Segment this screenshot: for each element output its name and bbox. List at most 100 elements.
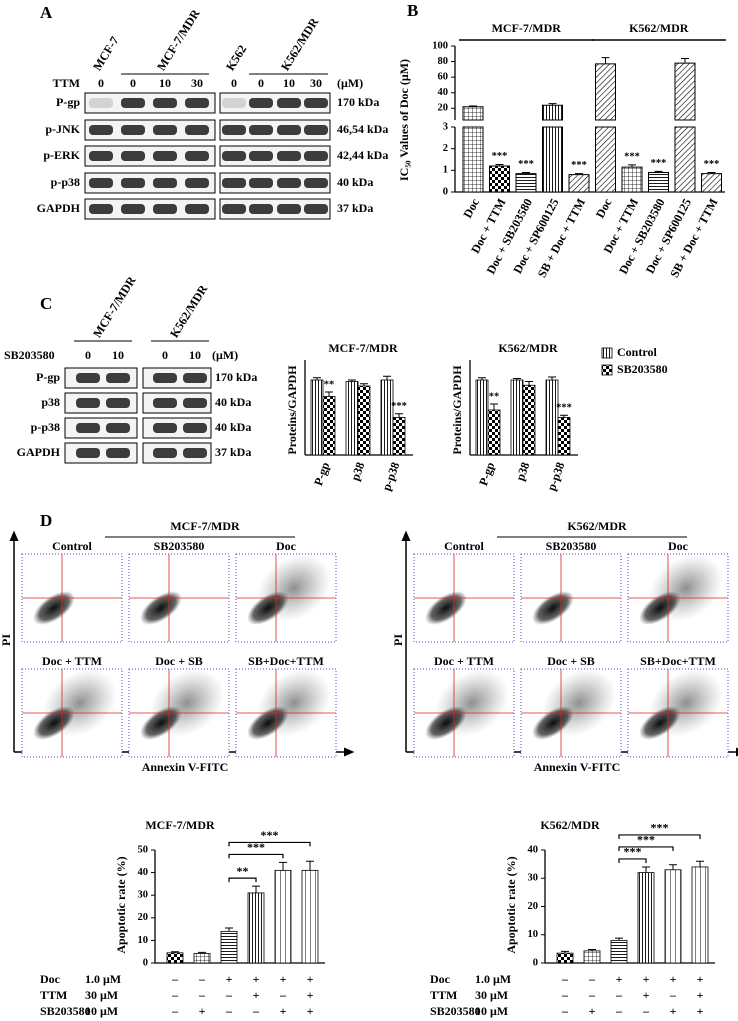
protein-label: p-p38: [51, 175, 80, 189]
error-bar: [588, 948, 596, 951]
error-bar: [560, 414, 568, 418]
condition-sign: +: [697, 972, 704, 986]
y-tick-label: 40: [138, 867, 149, 878]
error-bar: [654, 170, 663, 173]
error-bar: [696, 860, 704, 867]
dose-label: 30: [310, 76, 322, 90]
x-tick-label: Doc: [593, 196, 615, 221]
blot-band: [76, 448, 100, 458]
blot-band: [106, 448, 130, 458]
y-tick-label: 50: [138, 844, 149, 855]
bar: [487, 409, 501, 456]
condition-label: Doc + SB: [155, 654, 203, 668]
cell-line-label: K562/MDR: [167, 282, 210, 340]
bar: [568, 174, 590, 193]
condition-sign: +: [643, 988, 650, 1002]
condition-sign: –: [561, 1004, 569, 1018]
significance-label: ***: [391, 401, 407, 412]
blot-band: [106, 373, 130, 383]
condition-label: SB+Doc+TTM: [248, 654, 324, 668]
condition-sign: +: [280, 972, 287, 986]
y-tick-label: 80: [438, 56, 449, 67]
error-bar: [707, 172, 716, 174]
blot-band: [277, 151, 301, 161]
y-tick-label: 10: [138, 935, 149, 946]
panel-label: D: [40, 511, 52, 530]
blot-band: [121, 178, 145, 188]
significance-label: ***: [518, 159, 534, 170]
y-axis-label: Proteins/GAPDH: [285, 365, 299, 455]
error-bar: [681, 57, 689, 64]
condition-sign: +: [307, 988, 314, 1002]
blot-band: [249, 98, 273, 108]
bar: [583, 950, 601, 964]
condition-label: Control: [444, 539, 484, 553]
blot-band: [89, 178, 113, 188]
chart-title: K562/MDR: [540, 818, 600, 832]
condition-sign: +: [616, 972, 623, 986]
condition-sign: –: [225, 988, 233, 1002]
cell-line-label: K562: [223, 42, 249, 73]
blot-band: [153, 398, 177, 408]
condition-label: Doc + TTM: [434, 654, 494, 668]
y-tick-label: 20: [528, 901, 539, 912]
condition-label: Doc: [276, 539, 297, 553]
y-axis-label: PI: [0, 634, 13, 646]
blot-band: [304, 125, 328, 135]
dose-label: 10: [112, 348, 124, 362]
y-tick-label: 0: [143, 957, 148, 968]
y-axis-label: Proteins/GAPDH: [450, 365, 464, 455]
group-label: MCF-7/MDR: [492, 21, 562, 35]
flow-population: [33, 591, 75, 625]
condition-sign: +: [670, 972, 677, 986]
cell-line-label: MCF-7: [90, 34, 122, 73]
blot-band: [185, 178, 209, 188]
condition-name: Doc: [430, 972, 451, 986]
condition-sign: –: [198, 988, 206, 1002]
blot-band: [222, 98, 246, 108]
protein-label: p-JNK: [45, 122, 80, 136]
chart-title: MCF-7/MDR: [145, 818, 215, 832]
panel-label: B: [407, 1, 418, 20]
size-label: 40 kDa: [215, 395, 251, 409]
x-axis-label: Annexin V-FITC: [534, 760, 621, 774]
error-bar: [279, 861, 287, 871]
bar: [595, 63, 616, 193]
group-label: K562/MDR: [629, 21, 689, 35]
bar: [247, 892, 265, 964]
error-bar: [469, 105, 477, 107]
error-bar: [561, 950, 569, 954]
blot-band: [222, 204, 246, 214]
bar: [515, 173, 537, 193]
condition-sign: –: [561, 972, 569, 986]
unit-label: (μM): [212, 348, 238, 362]
blot-band: [304, 98, 328, 108]
condition-sign: –: [669, 988, 677, 1002]
blot-band: [304, 204, 328, 214]
cell-line-label: MCF-7/MDR: [90, 274, 139, 340]
condition-sign: –: [588, 988, 596, 1002]
error-bar: [198, 951, 206, 954]
dose-label: 0: [258, 76, 264, 90]
bar: [310, 379, 324, 456]
dose-label: 0: [85, 348, 91, 362]
blot-band: [153, 373, 177, 383]
blot-band: [277, 204, 301, 214]
y-tick-label: 2: [443, 143, 448, 154]
error-bar: [360, 383, 368, 386]
blot-band: [249, 204, 273, 214]
y-axis-label: Apoptotic rate (%): [114, 856, 128, 953]
y-tick-label: 1: [443, 165, 448, 176]
condition-sign: –: [252, 1004, 260, 1018]
condition-sign: –: [171, 972, 179, 986]
bar: [701, 173, 722, 193]
condition-sign: –: [171, 988, 179, 1002]
bar: [220, 930, 238, 964]
flow-population: [425, 706, 467, 740]
condition-dose: 1.0 μM: [85, 972, 121, 986]
bar: [462, 106, 484, 193]
dose-label: 10: [159, 76, 171, 90]
comparison-bracket: [228, 853, 284, 859]
blot-band: [183, 423, 207, 433]
condition-label: Doc + TTM: [42, 654, 102, 668]
